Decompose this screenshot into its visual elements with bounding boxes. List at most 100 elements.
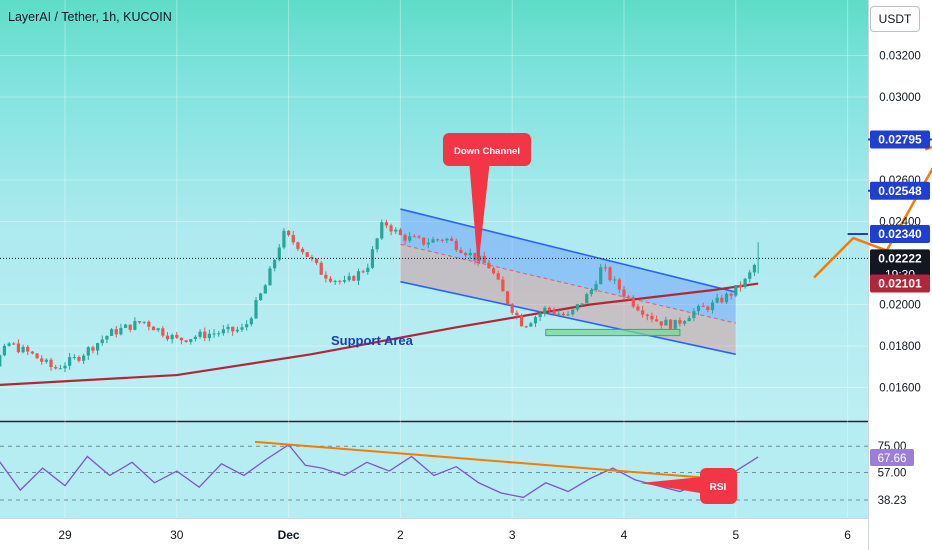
candles-layer <box>0 219 759 373</box>
candle-body <box>240 327 244 330</box>
candle-body <box>459 250 463 254</box>
candle-body <box>198 331 202 337</box>
candle-body <box>450 238 454 241</box>
candle-body <box>300 248 305 253</box>
target-price-tag-label: 0.02795 <box>878 133 922 147</box>
target-price-tag <box>870 181 930 200</box>
candle-body <box>342 280 347 282</box>
candle-body <box>524 326 528 328</box>
candle-body <box>147 321 151 327</box>
target-price-tag-label: 0.02548 <box>878 184 922 198</box>
candle-body <box>487 262 491 269</box>
candle-body <box>259 293 263 301</box>
candle-body <box>547 307 552 311</box>
candle-body <box>217 333 221 335</box>
candle-body <box>738 285 743 287</box>
last-price-tag-label: 0.02222 <box>878 251 922 265</box>
candle-body <box>193 336 198 340</box>
ma-price-tag-label: 0.02101 <box>878 277 922 291</box>
candle-body <box>501 279 505 292</box>
candle-body <box>715 297 719 303</box>
x-tick-label: 29 <box>58 528 72 542</box>
candle-body <box>678 319 682 324</box>
target-price-tag-label: 0.02340 <box>878 227 922 241</box>
candle-body <box>398 229 402 235</box>
candle-body <box>338 280 342 282</box>
candle-body <box>403 234 407 241</box>
candle-body <box>352 276 356 281</box>
candle-body <box>380 222 384 239</box>
moving-average-layer <box>0 282 759 386</box>
candle-body <box>179 337 184 341</box>
candle-body <box>613 279 617 281</box>
candle-body <box>724 293 729 303</box>
rsi-callout <box>700 468 737 504</box>
candle-body <box>627 296 631 298</box>
candle-body <box>752 264 757 273</box>
candle-body <box>673 319 677 329</box>
candle-body <box>212 333 216 335</box>
candle-body <box>682 321 687 324</box>
candle-body <box>109 329 114 336</box>
candle-body <box>268 268 272 286</box>
candle-body <box>696 305 701 312</box>
candle-body <box>436 239 440 241</box>
candle-body <box>743 278 747 287</box>
candle-body <box>161 328 165 336</box>
candle-body <box>86 347 90 356</box>
candle-body <box>482 255 486 263</box>
channel-upper-fill <box>400 209 736 324</box>
candle-body <box>189 339 193 342</box>
candle-body <box>412 236 416 238</box>
down-channel-pointer <box>469 160 490 268</box>
x-tick-label: 2 <box>397 528 404 542</box>
candle-body <box>26 346 30 352</box>
candle-body <box>440 239 444 241</box>
candle-body <box>668 319 673 329</box>
candle-body <box>720 297 724 303</box>
candle-body <box>119 327 123 335</box>
candle-body <box>128 324 132 330</box>
candle-body <box>68 357 72 366</box>
currency-button[interactable]: USDT <box>870 6 920 32</box>
candle-body <box>170 334 174 340</box>
candle-body <box>515 312 519 316</box>
candle-body <box>142 321 146 323</box>
candle-body <box>63 365 67 369</box>
candle-body <box>287 230 291 236</box>
y-tick-label: 0.03200 <box>879 51 921 63</box>
support-area-label: Support Area <box>331 333 414 348</box>
candle-body <box>585 294 589 304</box>
moving-average-line <box>0 282 759 386</box>
candle-body <box>650 315 654 320</box>
candle-body <box>273 259 277 269</box>
candle-body <box>552 310 556 315</box>
candle-body <box>394 229 398 232</box>
rsi-current-value: 67.66 <box>878 453 907 465</box>
candle-body <box>314 258 319 263</box>
candle-body <box>207 333 212 339</box>
candle-body <box>729 293 733 296</box>
candle-body <box>464 253 468 256</box>
candle-body <box>389 225 393 232</box>
candle-body <box>7 343 11 346</box>
candle-body <box>519 315 524 327</box>
rsi-callout-label: RSI <box>710 482 727 493</box>
candle-body <box>291 235 295 243</box>
candle-body <box>277 247 281 260</box>
candle-body <box>557 313 561 315</box>
candle-body <box>538 313 542 318</box>
rsi-layer: RSI <box>0 440 868 504</box>
y-tick-label: 0.01800 <box>879 341 921 353</box>
candle-body <box>0 355 2 367</box>
candle-body <box>543 307 547 314</box>
candle-body <box>617 279 621 290</box>
candle-body <box>165 335 170 340</box>
candle-body <box>282 230 286 248</box>
candle-body <box>123 324 128 328</box>
candle-body <box>77 357 81 361</box>
candle-body <box>589 290 593 295</box>
candle-body <box>310 256 314 259</box>
candle-body <box>151 326 156 331</box>
